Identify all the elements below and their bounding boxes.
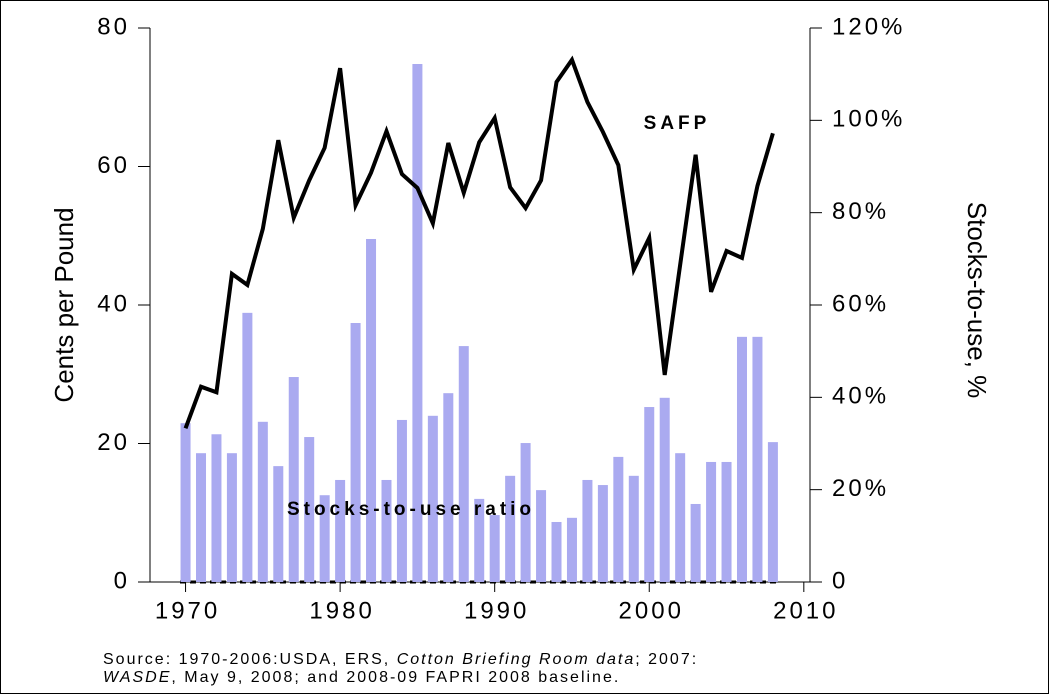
bar xyxy=(767,442,778,582)
bar-annotation: Stocks-to-use ratio xyxy=(287,499,535,520)
source-text: Source: 1970-2006:USDA, ERS, xyxy=(103,651,397,668)
bar xyxy=(288,377,299,582)
y2-tick-label: 20% xyxy=(832,475,889,502)
bar xyxy=(257,421,268,582)
bar xyxy=(226,453,237,582)
bar xyxy=(458,346,469,582)
bar xyxy=(690,503,701,582)
bar xyxy=(381,479,392,582)
x-tick-label: 2010 xyxy=(773,597,838,624)
y2-tick-label: 0 xyxy=(832,567,848,594)
y-axis-title: Cents per Pound xyxy=(49,207,79,402)
bar xyxy=(644,407,655,582)
bar xyxy=(721,461,732,582)
source-line: WASDE, May 9, 2008; and 2008-09 FAPRI 20… xyxy=(103,669,620,686)
y2-tick-label: 40% xyxy=(832,383,889,410)
bar xyxy=(736,336,747,582)
bar xyxy=(582,479,593,582)
bar xyxy=(242,312,253,582)
bar xyxy=(474,498,485,582)
x-tick-label: 2000 xyxy=(619,597,684,624)
source-text: Cotton Briefing Room data xyxy=(397,651,636,668)
y-tick-label: 60 xyxy=(97,152,130,179)
bar xyxy=(304,437,315,582)
x-tick-label: 1970 xyxy=(155,597,220,624)
source-text: WASDE xyxy=(103,669,171,686)
bar xyxy=(551,521,562,582)
y2-tick-label: 60% xyxy=(832,290,889,317)
source-line: Source: 1970-2006:USDA, ERS, Cotton Brie… xyxy=(103,651,698,668)
bar xyxy=(366,238,377,582)
y-tick-label: 20 xyxy=(97,429,130,456)
y2-axis-title: Stocks-to-use, % xyxy=(962,202,992,399)
y2-tick-label: 100% xyxy=(832,106,905,133)
bar xyxy=(196,453,207,582)
bar xyxy=(489,515,500,582)
bar xyxy=(659,397,670,582)
source-text: , May 9, 2008; and 2008-09 FAPRI 2008 ba… xyxy=(171,669,620,686)
bar xyxy=(412,64,423,582)
bar xyxy=(180,423,191,582)
y2-tick-label: 80% xyxy=(832,198,889,225)
x-tick-label: 1980 xyxy=(309,597,374,624)
bar xyxy=(520,443,531,582)
bar xyxy=(675,453,686,582)
bar xyxy=(566,517,577,582)
bar xyxy=(597,485,608,582)
line-annotation: SAFP xyxy=(644,113,711,134)
y-tick-label: 0 xyxy=(114,567,130,594)
y-tick-label: 80 xyxy=(97,13,130,40)
source: Source: 1970-2006:USDA, ERS, Cotton Brie… xyxy=(103,651,698,686)
bar xyxy=(319,495,330,582)
y-tick-label: 40 xyxy=(97,290,130,317)
bar xyxy=(536,490,547,582)
source-text: ; 2007: xyxy=(635,651,698,668)
bar xyxy=(273,466,284,582)
bar xyxy=(706,461,717,582)
bar xyxy=(335,479,346,582)
bar xyxy=(613,456,624,582)
y2-tick-label: 120% xyxy=(832,13,905,40)
line xyxy=(183,55,775,429)
bar xyxy=(505,475,516,582)
bar xyxy=(427,415,438,582)
bar xyxy=(396,419,407,582)
bar xyxy=(443,393,454,582)
bar xyxy=(628,475,639,582)
x-tick-label: 1990 xyxy=(464,597,529,624)
bar xyxy=(752,336,763,582)
bar xyxy=(350,323,361,582)
bar xyxy=(211,434,222,582)
